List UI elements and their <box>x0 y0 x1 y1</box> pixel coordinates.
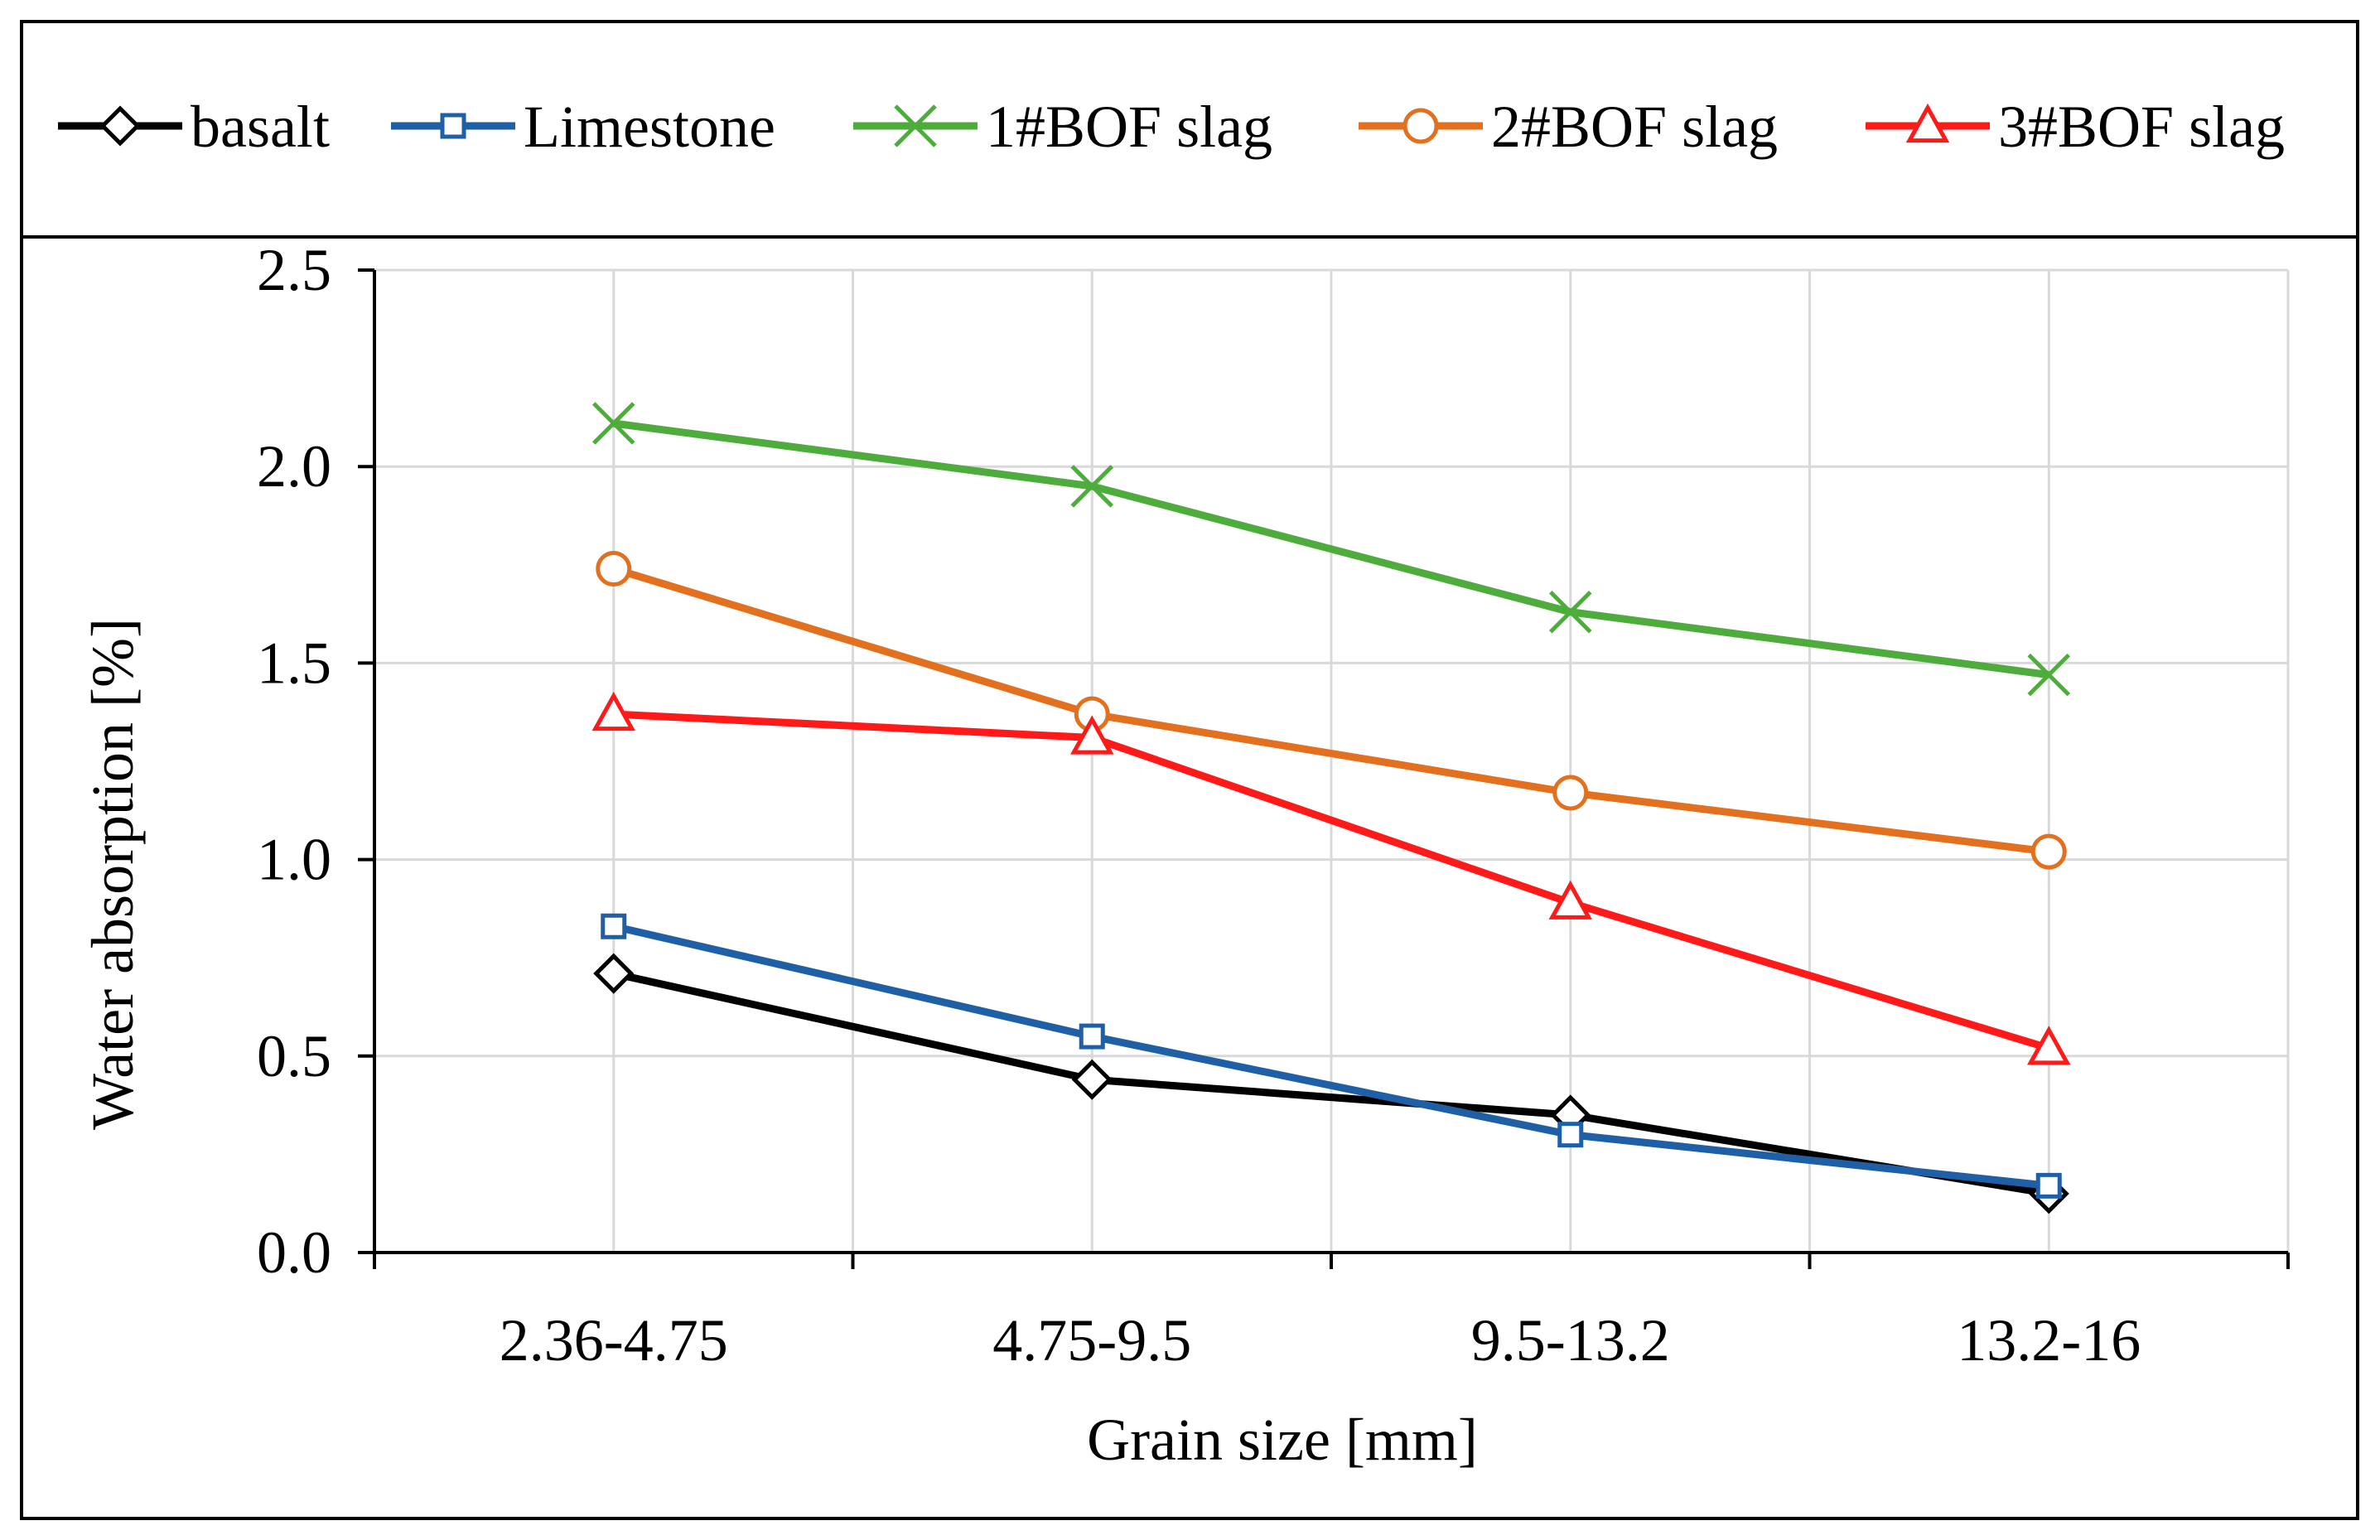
legend-label: 1#BOF slag <box>986 94 1272 160</box>
legend-item: 1#BOF slag <box>853 94 1272 160</box>
legend-item: 3#BOF slag <box>1866 94 2285 160</box>
legend-label: 2#BOF slag <box>1491 94 1778 160</box>
legend-item: 2#BOF slag <box>1359 94 1778 160</box>
y-tick-label: 1.0 <box>257 827 331 893</box>
y-tick-label: 0.5 <box>257 1023 331 1089</box>
series-line <box>612 565 2049 856</box>
data-point <box>1079 1023 1105 1050</box>
data-point <box>591 691 635 731</box>
y-tick-label: 1.5 <box>257 630 331 696</box>
data-point <box>1557 1122 1584 1148</box>
data-point <box>2035 1172 2062 1199</box>
data-point <box>2027 653 2071 697</box>
data-point <box>1548 880 1592 920</box>
series-line <box>612 922 2049 1190</box>
series-1-bof-slag <box>591 402 2071 697</box>
x-axis-label: Grain size [mm] <box>1087 1407 1478 1473</box>
series-line <box>613 419 2049 679</box>
x-tick-label: 13.2-16 <box>1957 1307 2141 1373</box>
legend-swatch-marker <box>99 105 141 147</box>
legend-label: Limestone <box>524 94 775 160</box>
legend-label: 3#BOF slag <box>1998 94 2285 160</box>
series-limestone <box>601 913 2062 1199</box>
legend-swatch-marker <box>1905 103 1950 143</box>
y-tick-label: 0.0 <box>257 1219 331 1286</box>
legend-item: basalt <box>58 94 330 160</box>
data-point <box>1552 775 1589 811</box>
series-line <box>613 710 2050 1052</box>
y-tick-label: 2.0 <box>257 433 331 500</box>
legend-swatch-marker <box>1402 108 1439 144</box>
series-line <box>612 969 2049 1198</box>
legend: basalt Limestone 1#BOF slag 2#BOF slag 3#BOF… <box>58 94 2285 160</box>
data-point <box>591 402 635 445</box>
series-layer <box>591 402 2071 1214</box>
legend-swatch-marker <box>894 104 937 147</box>
y-axis-label: Water absorption [%] <box>80 618 146 1130</box>
series-2-bof-slag <box>596 551 2067 870</box>
x-tick-label: 9.5-13.2 <box>1471 1307 1670 1373</box>
data-point <box>1071 1059 1113 1100</box>
data-point <box>2027 1026 2071 1065</box>
data-point <box>1070 465 1114 508</box>
legend-label: basalt <box>191 94 330 160</box>
data-point <box>593 953 635 994</box>
axes: 0.0 0.5 1.0 1.5 2.0 2.5 2.36-4.75 4.75-9.5 9.5-1… <box>257 237 2290 1373</box>
gridlines <box>374 268 2290 1253</box>
data-point <box>601 913 627 939</box>
legend-swatch-marker <box>440 113 466 139</box>
data-point <box>2030 833 2067 870</box>
x-tick-label: 2.36-4.75 <box>500 1307 728 1373</box>
series-3-bof-slag <box>591 691 2071 1065</box>
y-tick-label: 2.5 <box>257 237 331 303</box>
data-point <box>1548 590 1592 634</box>
data-point <box>1070 715 1114 755</box>
x-tick-label: 4.75-9.5 <box>992 1307 1191 1373</box>
data-point <box>596 551 632 587</box>
legend-item: Limestone <box>391 94 775 160</box>
